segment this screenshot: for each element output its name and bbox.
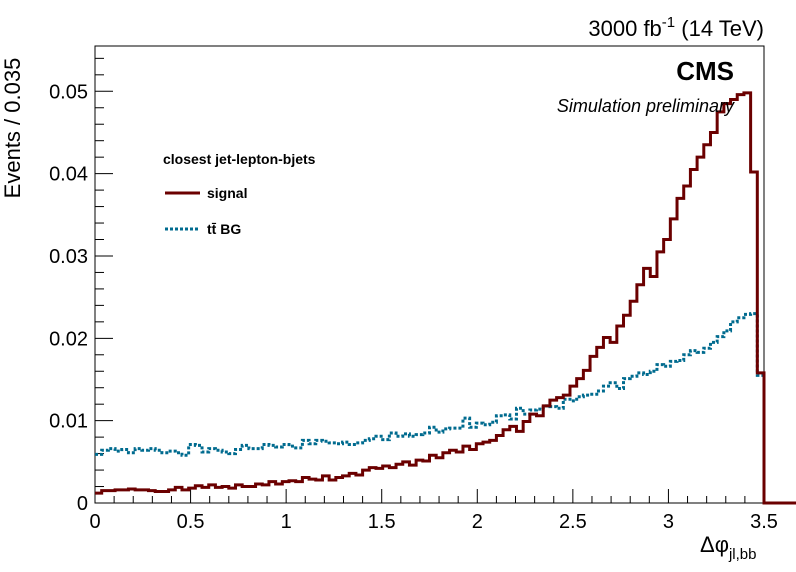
y-axis: 0 0.01 0.02 0.03 0.04 0.05: [49, 57, 113, 515]
x-tick-label: 2.5: [559, 511, 587, 533]
y-tick-label: 0.02: [49, 328, 88, 350]
y-tick-label: 0.05: [49, 81, 88, 103]
x-axis: 0 0.5 1 1.5 2 2.5 3 3.5: [89, 489, 778, 533]
series-line-ttbar: [95, 312, 796, 505]
experiment-label: CMS: [676, 56, 734, 86]
x-tick-label: 3.5: [750, 511, 778, 533]
series-line-signal: [95, 91, 796, 505]
x-tick-label: 3: [663, 511, 674, 533]
lumi-label: 3000 fb-1 (14 TeV): [588, 14, 764, 41]
series-layer: [95, 91, 796, 505]
y-axis-title: Events / 0.035: [0, 58, 25, 199]
x-tick-label: 1.5: [368, 511, 396, 533]
x-tick-label: 1: [281, 511, 292, 533]
y-tick-label: 0.03: [49, 246, 88, 268]
x-tick-label: 2: [472, 511, 483, 533]
x-tick-label: 0.5: [177, 511, 205, 533]
legend-title: closest jet-lepton-bjets: [163, 151, 316, 167]
legend-label-signal: signal: [207, 185, 247, 201]
y-tick-label: 0.01: [49, 411, 88, 433]
x-tick-label: 0: [89, 511, 100, 533]
experiment-sublabel: Simulation preliminary: [557, 96, 735, 116]
y-tick-label: 0.04: [49, 164, 88, 186]
legend-label-ttbar: tt̄ BG: [207, 221, 241, 237]
x-axis-title: Δφjl,bb: [700, 532, 757, 563]
y-tick-label: 0: [77, 493, 88, 515]
plot-frame: [94, 45, 765, 504]
